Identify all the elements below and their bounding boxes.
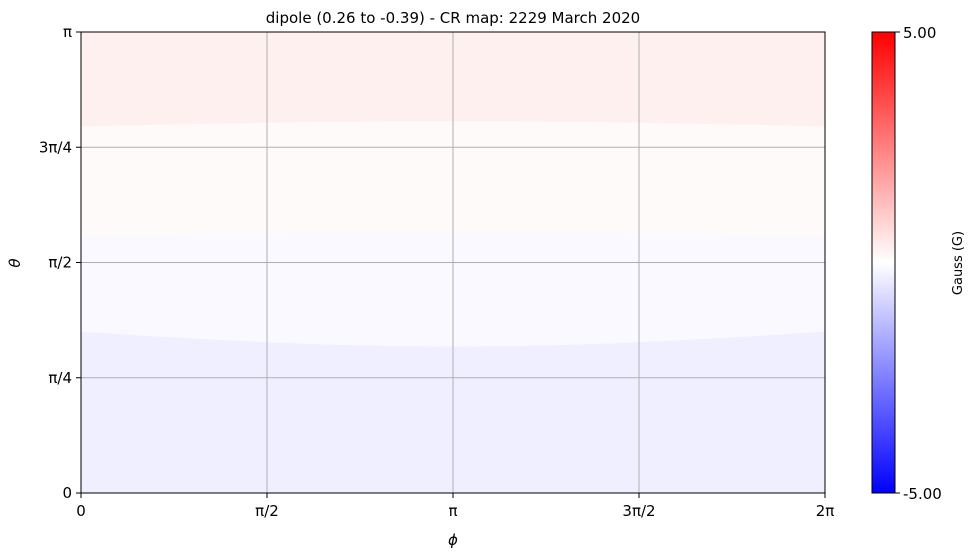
x-axis-label: ϕ — [448, 531, 458, 549]
x-tick-label-4: 2π — [816, 502, 835, 520]
x-axis-ticks: 0 π/2 π 3π/2 2π — [76, 493, 834, 520]
x-tick-label-2: π — [448, 502, 457, 520]
y-tick-label-0: 0 — [62, 484, 72, 502]
x-tick-label-1: π/2 — [255, 502, 279, 520]
colorbar-min-label: -5.00 — [903, 485, 942, 503]
y-axis-label: θ — [6, 258, 24, 267]
colorbar: 5.00 -5.00 Gauss (G) — [871, 24, 966, 503]
x-tick-label-0: 0 — [76, 502, 86, 520]
colorbar-label: Gauss (G) — [951, 231, 966, 295]
x-tick-label-3: 3π/2 — [622, 502, 655, 520]
y-tick-label-2: π/2 — [48, 254, 72, 272]
chart-title: dipole (0.26 to -0.39) - CR map: 2229 Ma… — [266, 9, 640, 27]
y-tick-label-4: π — [63, 23, 72, 41]
colorbar-max-label: 5.00 — [903, 24, 936, 42]
y-axis-ticks: 0 π/4 π/2 3π/4 π — [39, 23, 81, 502]
colorbar-gradient-bar — [871, 31, 896, 494]
y-tick-label-3: 3π/4 — [39, 138, 72, 156]
y-tick-label-1: π/4 — [48, 369, 72, 387]
